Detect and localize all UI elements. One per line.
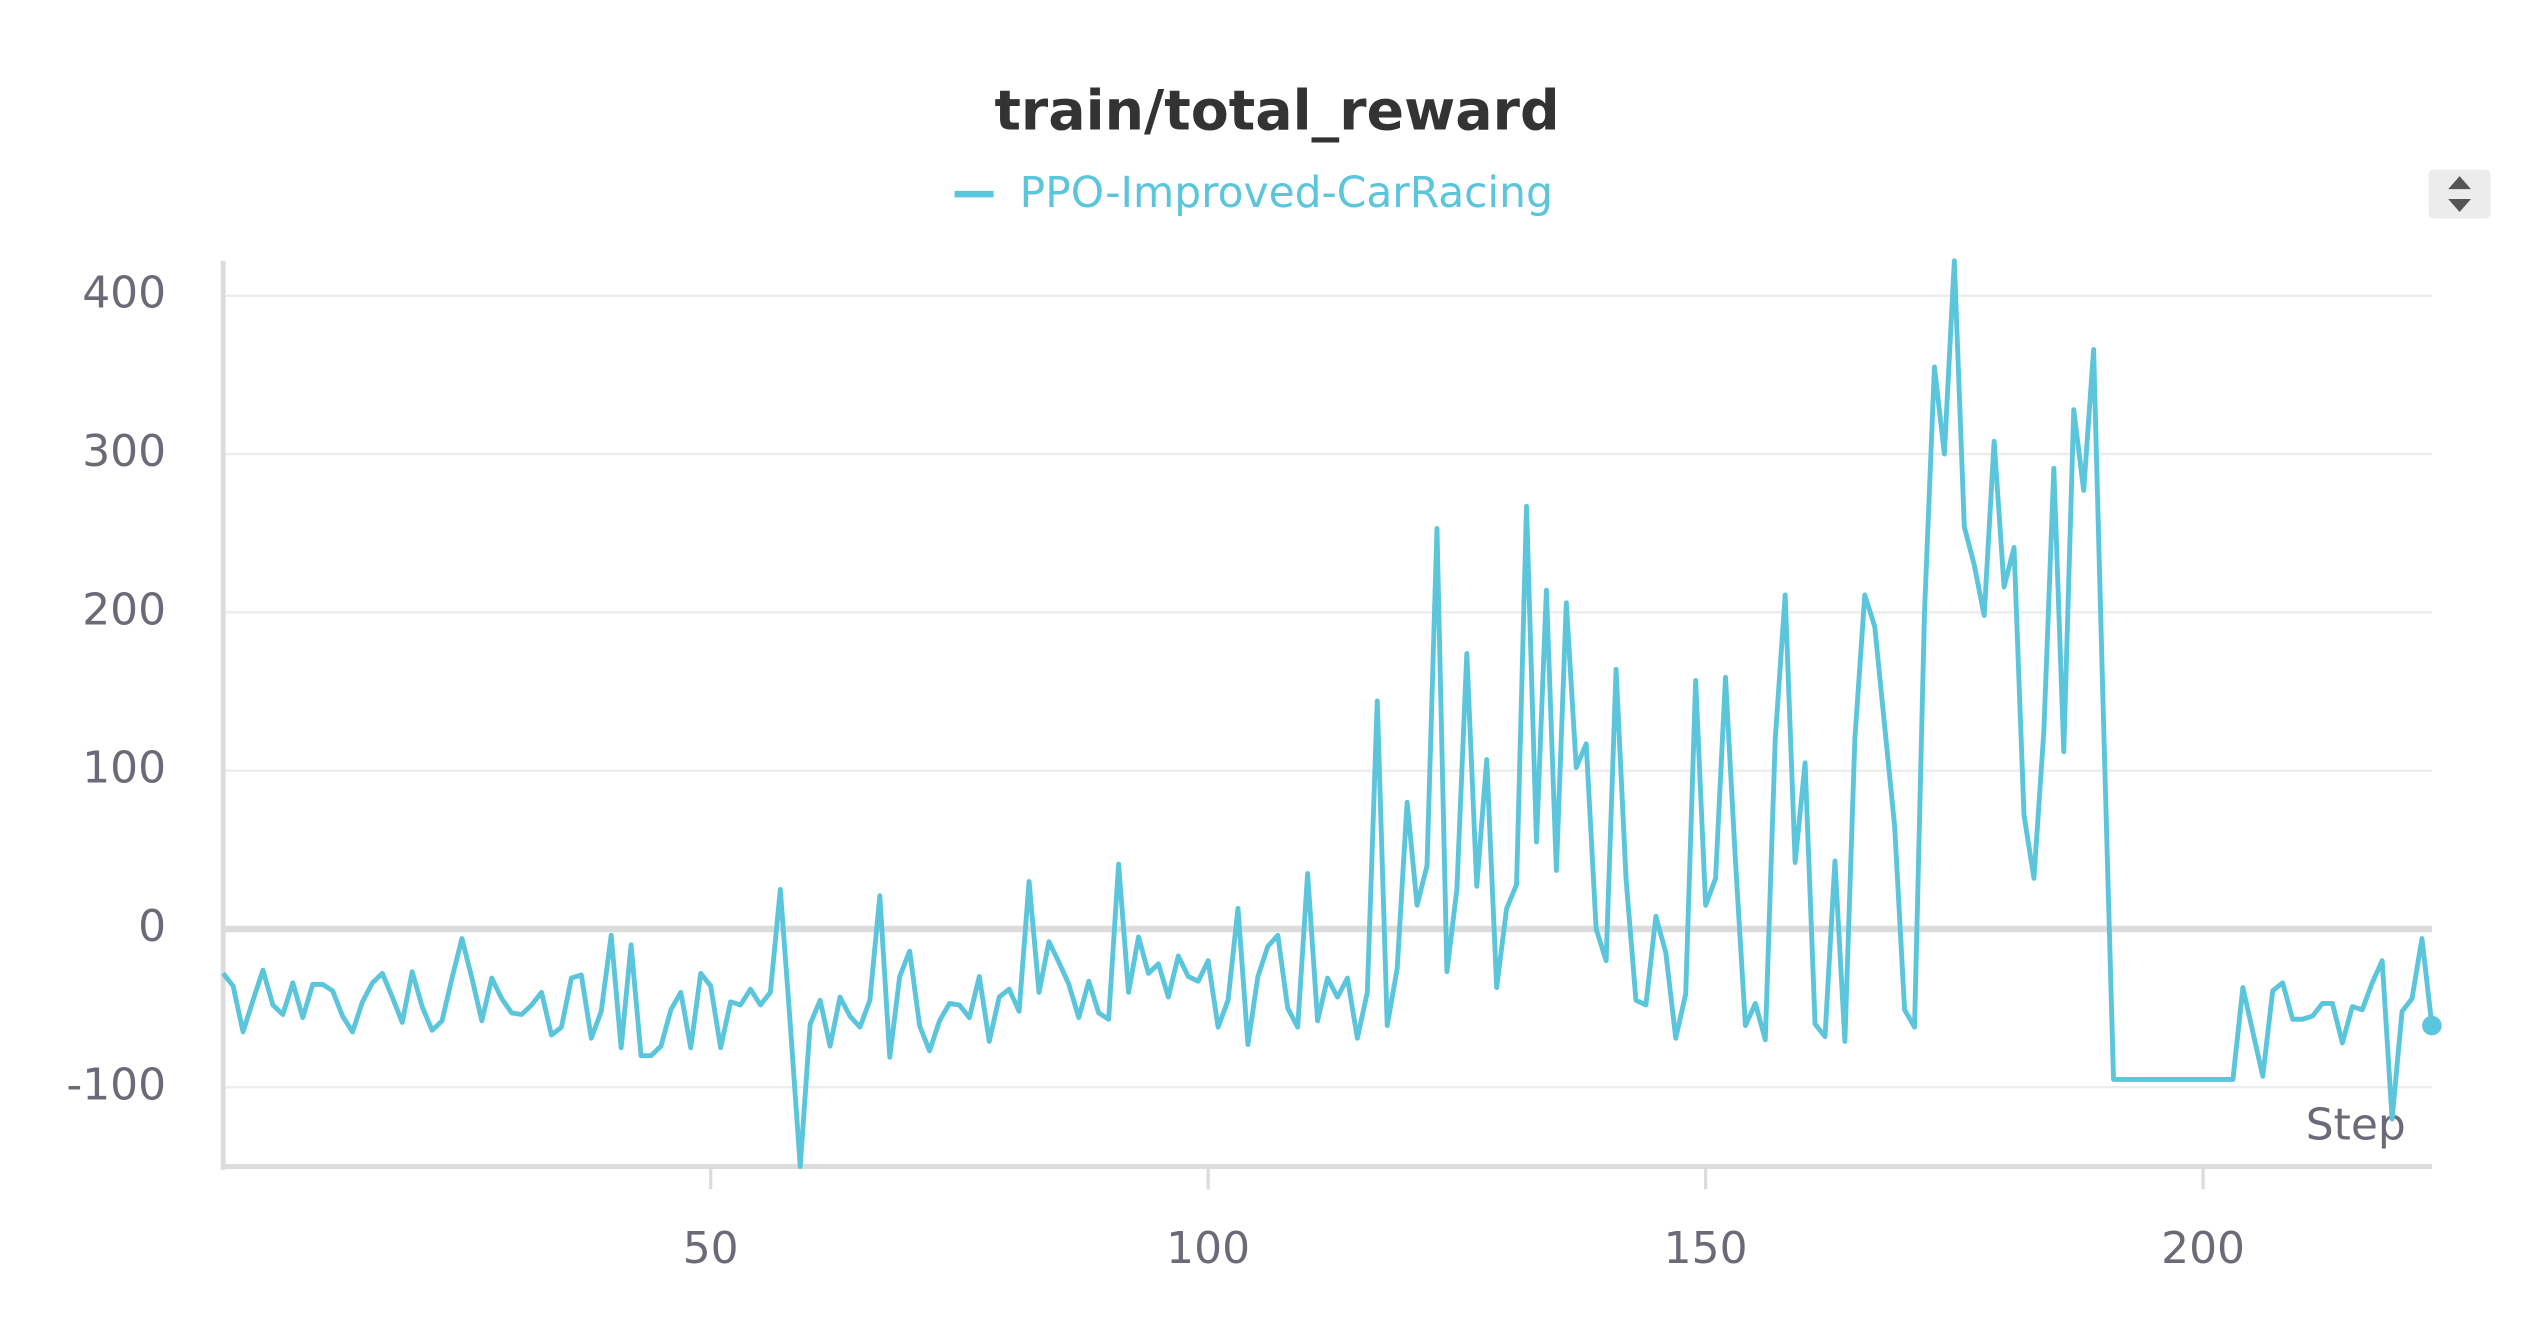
y-tick-label: 400 [82, 268, 166, 319]
end-point [2422, 1015, 2442, 1036]
legend-toggle-bg[interactable] [2428, 169, 2491, 219]
y-tick-label: 200 [82, 584, 166, 635]
chart-title: train/total_reward [994, 79, 1559, 143]
legend-toggle-icon[interactable] [2448, 176, 2471, 212]
x-tick-label: 50 [683, 1223, 739, 1274]
x-tick-label: 200 [2161, 1223, 2245, 1274]
y-tick-label: 100 [82, 743, 166, 794]
legend-toggle[interactable] [2428, 169, 2491, 219]
x-tick-label: 150 [1664, 1223, 1748, 1274]
y-tick-label: 300 [82, 426, 166, 477]
y-tick-label: -100 [66, 1059, 166, 1110]
legend-label: PPO-Improved-CarRacing [1020, 168, 1553, 217]
series-line [221, 258, 2435, 1169]
x-tick-label: 100 [1166, 1223, 1250, 1274]
y-tick-label: 0 [138, 901, 166, 952]
